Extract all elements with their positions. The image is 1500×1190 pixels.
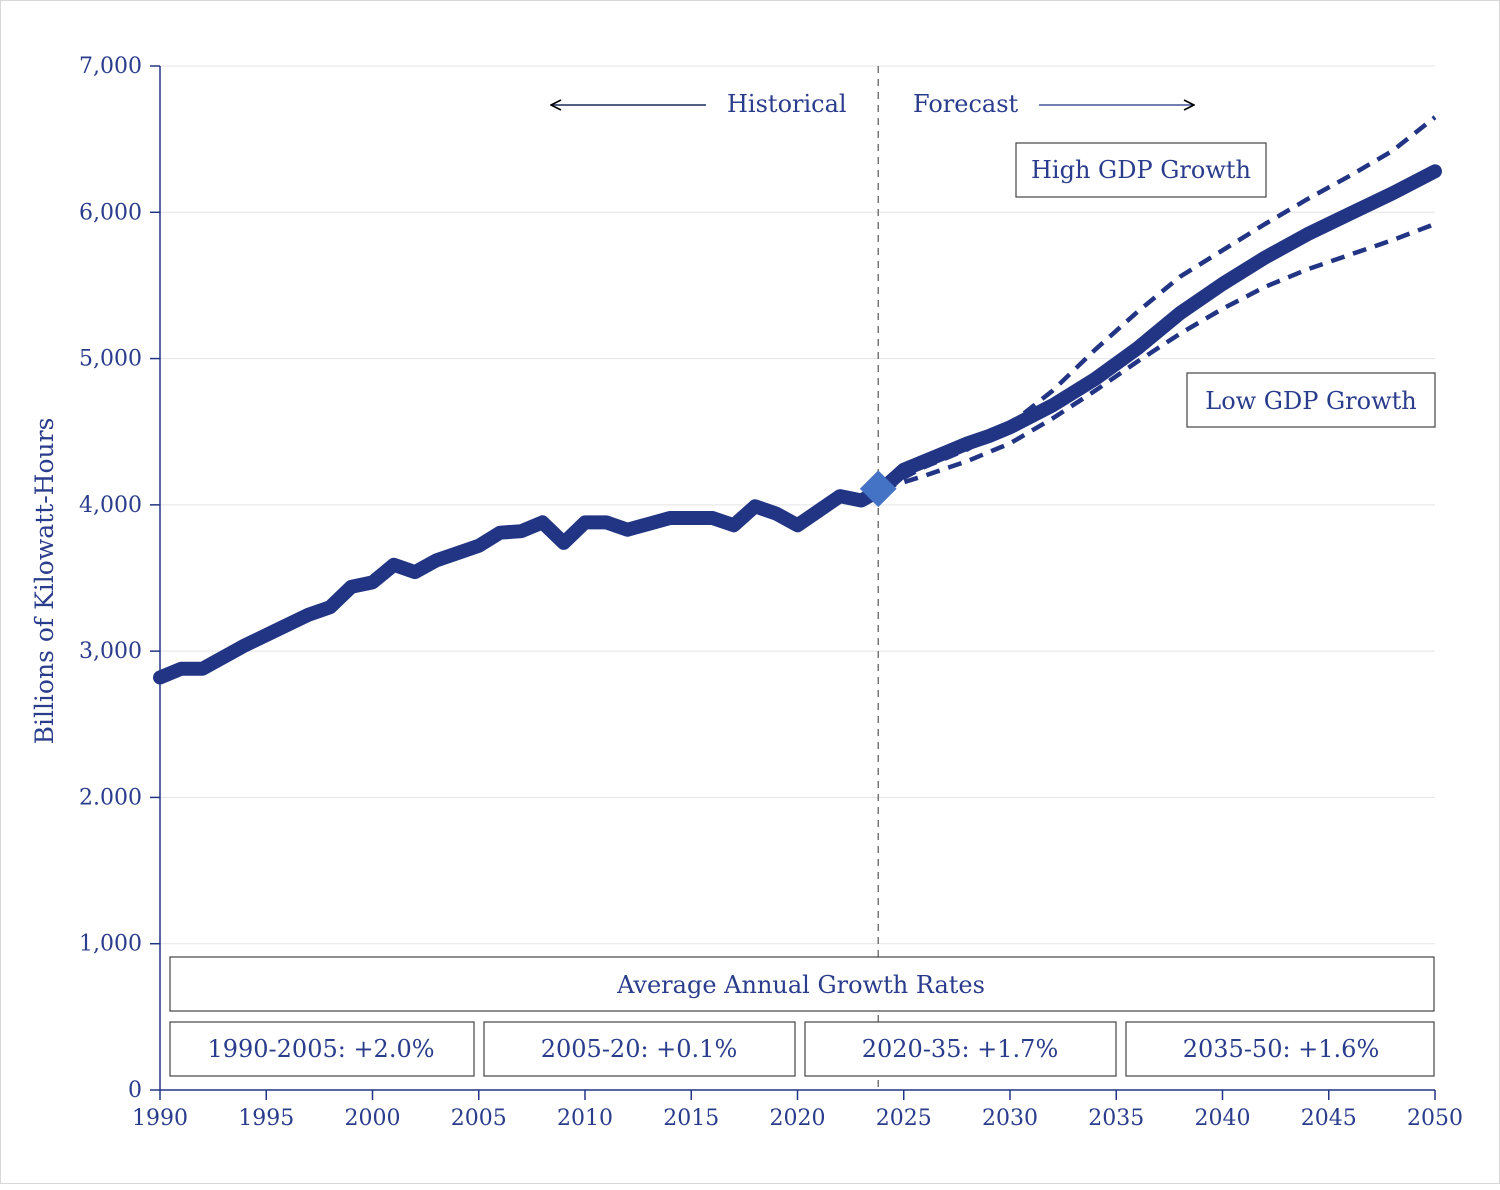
y-tick-label-3: 3,000	[79, 639, 142, 664]
growth-rate-period-4: 2035-50: +1.6%	[1183, 1035, 1380, 1063]
x-tick-label-1: 1995	[238, 1106, 294, 1131]
y-tick-label-6: 6,000	[79, 200, 142, 225]
y-tick-label-0: 0	[128, 1078, 142, 1103]
y-axis-label: Billions of Kilowatt-Hours	[30, 418, 59, 745]
growth-rates-table: Average Annual Growth Rates 1990-2005: +…	[169, 956, 1435, 1077]
y-tick-labels: 0 1,000 2.000 3,000 4,000 5,000 6,000 7,000	[79, 54, 160, 1103]
low-gdp-series-line	[881, 221, 1436, 491]
high-gdp-label: High GDP Growth	[1031, 156, 1251, 184]
low-gdp-label: Low GDP Growth	[1205, 387, 1417, 415]
axes	[159, 66, 1435, 1091]
y-tick-label-1: 1,000	[79, 932, 142, 957]
growth-rates-title: Average Annual Growth Rates	[616, 971, 985, 999]
x-tick-label-11: 2045	[1301, 1106, 1357, 1131]
x-tick-label-6: 2020	[770, 1106, 826, 1131]
historical-annotation: Historical	[551, 90, 847, 118]
x-tick-labels: 1990 1995 2000 2005 2010 2015 2020 2025 2030 2035…	[132, 1090, 1463, 1131]
x-tick-label-3: 2005	[451, 1106, 507, 1131]
x-tick-label-9: 2035	[1088, 1106, 1144, 1131]
x-tick-label-7: 2025	[876, 1106, 932, 1131]
y-tick-label-5: 5,000	[79, 347, 142, 372]
growth-rate-period-1: 1990-2005: +2.0%	[207, 1035, 434, 1063]
y-tick-label-7: 7,000	[79, 54, 142, 79]
y-tick-label-2: 2.000	[79, 785, 142, 810]
x-tick-label-8: 2030	[982, 1106, 1038, 1131]
x-tick-label-2: 2000	[345, 1106, 401, 1131]
growth-rate-period-2: 2005-20: +0.1%	[541, 1035, 738, 1063]
high-gdp-label-box: High GDP Growth	[1015, 142, 1267, 198]
last-historical-point-marker	[859, 470, 897, 508]
x-tick-label-12: 2050	[1407, 1106, 1463, 1131]
forecast-annotation: Forecast	[913, 90, 1194, 118]
low-gdp-label-box: Low GDP Growth	[1186, 372, 1436, 428]
y-tick-label-4: 4,000	[79, 493, 142, 518]
forecast-label: Forecast	[913, 90, 1019, 118]
gridlines	[160, 65, 1435, 945]
x-tick-label-10: 2040	[1195, 1106, 1251, 1131]
historical-label: Historical	[727, 90, 847, 118]
x-tick-label-4: 2010	[557, 1106, 613, 1131]
reference-series-line	[153, 164, 1442, 685]
x-tick-label-5: 2015	[663, 1106, 719, 1131]
growth-rate-period-3: 2020-35: +1.7%	[862, 1035, 1059, 1063]
series-lines	[153, 115, 1442, 685]
x-tick-label-0: 1990	[132, 1106, 188, 1131]
